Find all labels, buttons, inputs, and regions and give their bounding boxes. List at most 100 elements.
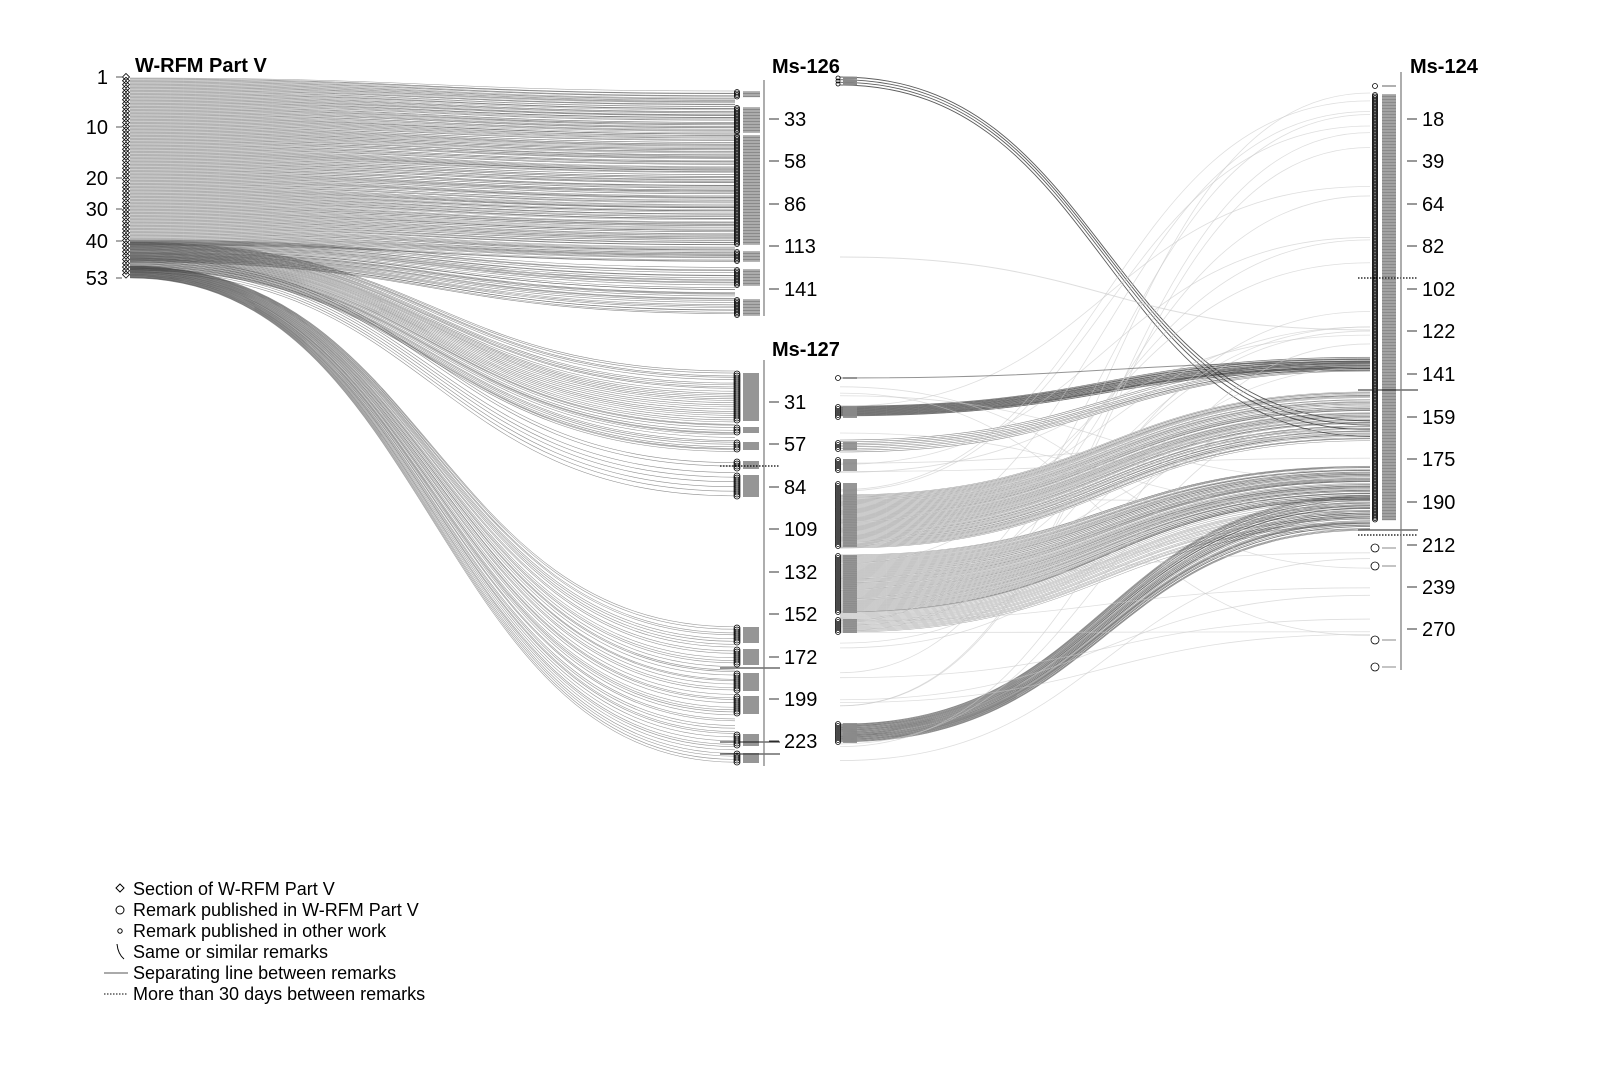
remark-marker [1372,374,1378,380]
section-marker [121,72,131,82]
remark-marker [835,731,841,737]
remark-marker [1372,348,1378,355]
remark-marker [734,185,740,192]
similarity-link [129,243,736,378]
remark-marker [835,523,841,529]
remark-marker [1372,452,1378,458]
legend-label: Section of W-RFM Part V [133,879,335,899]
remark-marker [1372,218,1378,224]
similarity-link [129,211,736,230]
remark-marker [1372,276,1378,283]
remark-marker [1372,378,1378,385]
remark-marker [1372,162,1378,169]
similarity-link [129,111,736,127]
similarity-link [839,490,1371,597]
similarity-link [129,160,736,177]
similarity-link [129,231,736,250]
similarity-link [839,367,1371,416]
remark-marker [1372,272,1378,278]
remark-marker [1372,206,1378,212]
similarity-link [839,361,1371,379]
remark-marker [1372,402,1378,409]
remark-marker [734,145,740,151]
similarity-link [129,125,736,141]
remark-marker [734,217,740,223]
similarity-link [129,249,736,396]
similarity-link [129,273,736,716]
remark-marker [1372,221,1378,227]
similarity-link [839,509,1371,732]
similarity-link [839,434,1371,544]
similarity-link [839,499,1371,727]
remark-marker [1372,356,1378,362]
remark-marker [734,188,740,195]
similarity-link [839,132,1371,707]
remark-marker [1372,194,1378,200]
remark-marker [734,196,740,202]
remark-marker [835,573,841,579]
similarity-link [129,206,736,225]
remark-marker [734,312,740,318]
section-marker [121,141,131,150]
legend-item-remark-wrfm: Remark published in W-RFM Part V [115,900,419,920]
remark-marker [1372,114,1378,121]
similarity-link [129,151,736,169]
section-marker [121,91,131,101]
similarity-link [129,265,736,482]
remark-marker [734,90,740,97]
remark-marker [1372,296,1378,302]
remark-marker [733,424,741,432]
similarity-link [839,498,1371,610]
remark-marker [835,505,841,511]
similarity-link [129,122,736,138]
remark-marker [1372,209,1378,215]
similarity-link [129,194,736,211]
similarity-link [129,272,736,703]
similarity-link [129,80,736,96]
similarity-link [129,180,736,198]
remark-marker [1372,302,1378,308]
remark-marker [734,158,740,165]
similarity-link [129,143,736,159]
remark-marker [734,226,740,232]
similarity-link [129,101,736,116]
remark-marker [734,238,740,244]
similarity-link [129,216,736,234]
remark-marker [1372,371,1378,377]
similarity-link [129,164,736,181]
remark-marker [733,707,741,715]
remark-marker [1372,393,1378,400]
remark-marker [1372,500,1378,506]
similarity-link [839,489,1371,596]
remark-marker [733,428,741,436]
remark-marker [733,445,741,453]
similarity-link [839,114,1371,624]
similarity-link [839,76,1371,422]
remark-marker [1370,635,1380,645]
similarity-link [129,117,736,133]
similarity-link [129,81,736,97]
remark-marker [1372,188,1378,194]
remark-marker [1372,435,1378,442]
similarity-link [839,472,1371,565]
similarity-link [129,107,736,123]
remark-marker [1372,146,1378,152]
similarity-link [129,168,736,186]
similarity-link [129,218,736,236]
section-marker [121,179,131,188]
remark-marker [835,517,841,523]
remark-marker [835,493,841,499]
similarity-link [839,363,1371,412]
similarity-link [839,504,1371,729]
remark-marker [1372,219,1378,226]
similarity-link [129,230,736,249]
similarity-link [129,130,736,146]
remark-marker [1372,470,1378,476]
remark-marker [835,412,841,418]
tick-label-ms124: 82 [1422,236,1444,258]
section-marker [121,198,131,207]
remark-marker [1372,98,1378,104]
similarity-link [129,198,736,216]
remark-marker [1372,93,1378,100]
remark-marker [835,555,841,561]
